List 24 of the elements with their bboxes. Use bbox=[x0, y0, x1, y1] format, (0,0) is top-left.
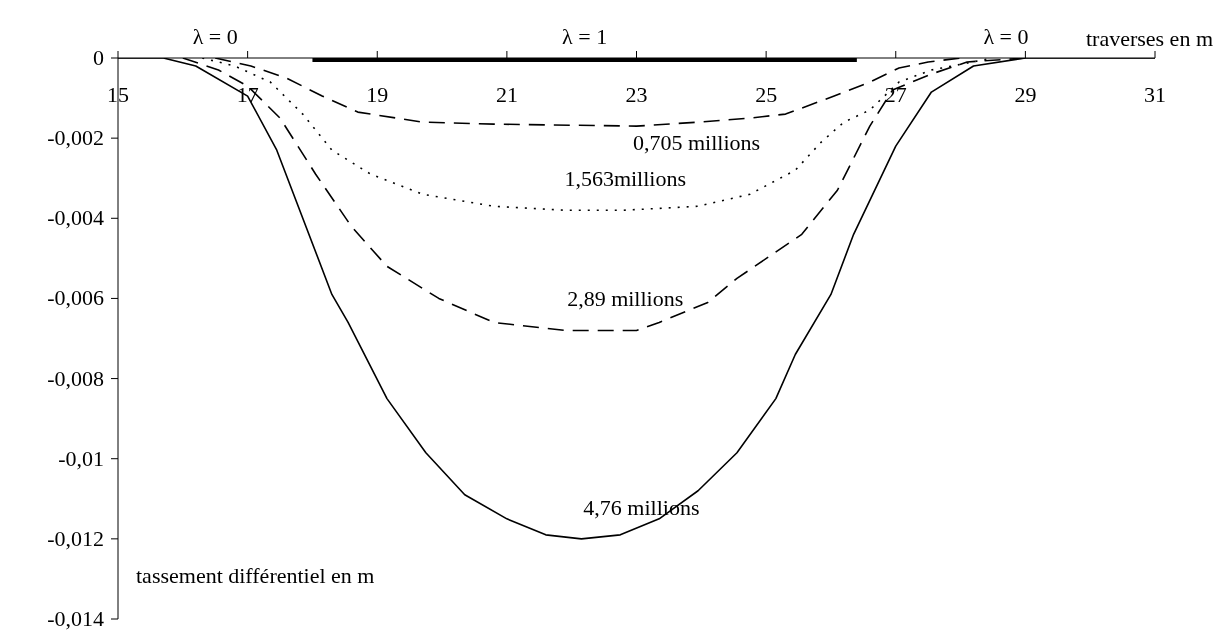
x-tick-label: 31 bbox=[1144, 82, 1166, 107]
x-tick-label: 21 bbox=[495, 82, 518, 107]
x-axis-title: traverses en m bbox=[1085, 26, 1213, 51]
y-axis-title: tassement différentiel en m bbox=[136, 563, 375, 588]
x-tick-label: 29 bbox=[1014, 82, 1037, 107]
x-tick-label: 23 bbox=[625, 82, 648, 107]
text: λ = 0 bbox=[192, 24, 238, 49]
y-tick-label: -0,008 bbox=[47, 365, 104, 391]
x-tick-label: 15 bbox=[107, 82, 129, 107]
y-tick-label: 0 bbox=[93, 45, 104, 70]
y-tick-label: -0,004 bbox=[47, 205, 104, 231]
series-label: 0,705 millions bbox=[632, 130, 761, 156]
x-tick-label: 19 bbox=[366, 82, 389, 107]
text: λ = 1 bbox=[562, 24, 608, 49]
y-tick-label: -0,01 bbox=[58, 445, 104, 471]
series-label: 1,563millions bbox=[564, 166, 687, 192]
x-tick-label: 27 bbox=[884, 82, 907, 107]
series-label: 2,89 millions bbox=[567, 286, 684, 312]
y-tick-label: -0,006 bbox=[47, 285, 104, 311]
y-tick-label: -0,012 bbox=[47, 525, 104, 551]
y-tick-label: -0,014 bbox=[47, 606, 104, 631]
y-tick-label: -0,002 bbox=[47, 125, 104, 151]
x-tick-label: 25 bbox=[755, 82, 778, 107]
text: λ = 0 bbox=[983, 24, 1029, 49]
